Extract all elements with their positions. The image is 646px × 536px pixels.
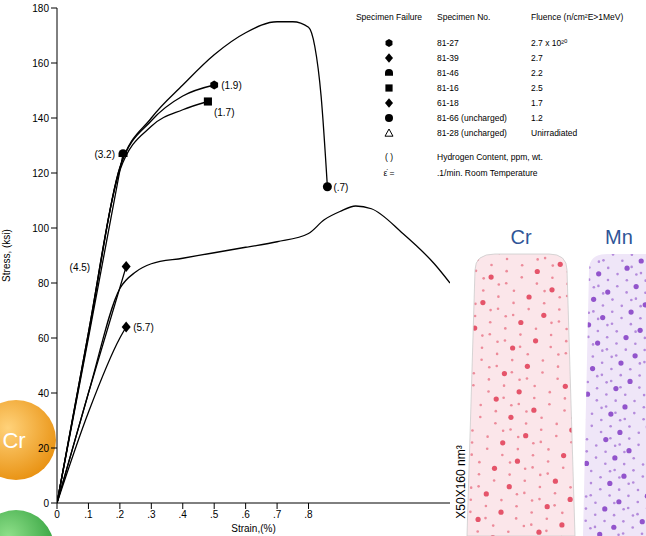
svg-text:160: 160: [32, 58, 49, 69]
svg-text:Stress, (ksi): Stress, (ksi): [1, 229, 12, 282]
svg-text:81-46: 81-46: [437, 68, 459, 78]
svg-text:(.7): (.7): [333, 182, 348, 193]
svg-text:Mn: Mn: [605, 226, 633, 248]
svg-text:2.5: 2.5: [531, 83, 543, 93]
svg-text:2.7 x 10²⁰: 2.7 x 10²⁰: [531, 38, 568, 48]
svg-text:.6: .6: [241, 509, 250, 520]
svg-text:Fluence (n/cm²E>1MeV): Fluence (n/cm²E>1MeV): [531, 12, 624, 22]
svg-text:.5: .5: [210, 509, 219, 520]
svg-text:Unirradiated: Unirradiated: [531, 128, 578, 138]
svg-text:.4: .4: [179, 509, 188, 520]
svg-text:40: 40: [38, 388, 50, 399]
svg-text:81-39: 81-39: [437, 53, 459, 63]
svg-text:.8: .8: [304, 509, 313, 520]
svg-text:80: 80: [38, 278, 50, 289]
svg-text:.7: .7: [273, 509, 282, 520]
svg-text:60: 60: [38, 333, 50, 344]
svg-text:2.7: 2.7: [531, 53, 543, 63]
svg-text:Cr: Cr: [510, 226, 531, 248]
svg-text:.2: .2: [116, 509, 125, 520]
svg-text:81-27: 81-27: [437, 38, 459, 48]
svg-text:(5.7): (5.7): [133, 322, 154, 333]
svg-text:Strain,(%): Strain,(%): [231, 523, 275, 534]
svg-text:Specimen Failure: Specimen Failure: [356, 12, 422, 22]
svg-text:120: 120: [32, 168, 49, 179]
svg-text:140: 140: [32, 113, 49, 124]
svg-text:.1/min. Room Temperature: .1/min. Room Temperature: [437, 168, 538, 178]
svg-text:81-28 (uncharged): 81-28 (uncharged): [437, 128, 507, 138]
svg-text:100: 100: [32, 223, 49, 234]
svg-text:81-66 (uncharged): 81-66 (uncharged): [437, 113, 507, 123]
svg-text:0: 0: [54, 509, 60, 520]
svg-text:X50X160 nm³: X50X160 nm³: [455, 445, 468, 518]
svg-text:1.7: 1.7: [531, 98, 543, 108]
svg-text:(4.5): (4.5): [70, 262, 91, 273]
svg-text:2.2: 2.2: [531, 68, 543, 78]
svg-text:20: 20: [38, 443, 50, 454]
svg-text:( ): ( ): [385, 152, 393, 162]
svg-text:(3.2): (3.2): [94, 149, 115, 160]
svg-text:(1.7): (1.7): [214, 107, 235, 118]
svg-text:Hydrogen Content, ppm, wt.: Hydrogen Content, ppm, wt.: [437, 152, 543, 162]
svg-text:(1.9): (1.9): [221, 80, 242, 91]
svg-text:61-18: 61-18: [437, 98, 459, 108]
svg-text:Specimen No.: Specimen No.: [437, 12, 490, 22]
svg-text:81-16: 81-16: [437, 83, 459, 93]
svg-text:180: 180: [32, 3, 49, 14]
svg-text:.3: .3: [147, 509, 156, 520]
svg-text:0: 0: [43, 498, 49, 509]
svg-text:Cr: Cr: [2, 428, 25, 453]
svg-text:ε̇ =: ε̇ =: [383, 168, 394, 178]
svg-text:.1: .1: [84, 509, 93, 520]
svg-text:1.2: 1.2: [531, 113, 543, 123]
